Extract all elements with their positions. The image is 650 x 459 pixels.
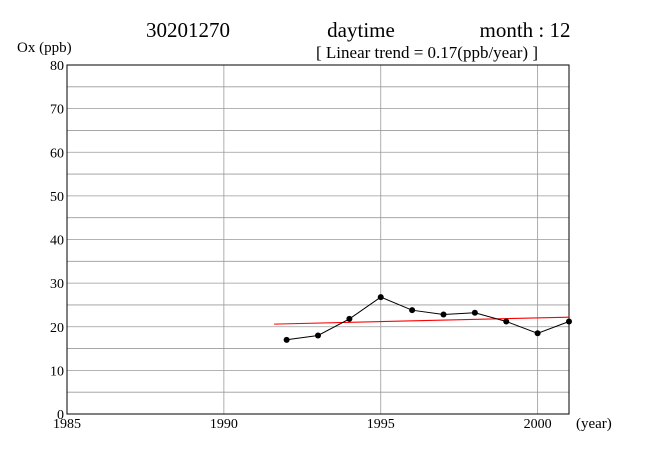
tick-labels: 0 10 20 30 40 50 60 70 80 1985 1990 1995 2000 — [50, 59, 552, 432]
x-tick-label: 1995 — [367, 417, 395, 432]
y-tick-label: 70 — [50, 103, 64, 118]
y-tick-label: 10 — [50, 364, 64, 379]
x-axis-label: (year) — [576, 416, 612, 432]
data-point — [346, 315, 353, 322]
data-point — [440, 311, 447, 318]
data-point — [534, 330, 541, 337]
y-tick-label: 40 — [50, 234, 64, 249]
month-label: month : 12 — [479, 18, 570, 42]
y-tick-label: 0 — [57, 408, 64, 423]
data-point — [566, 318, 572, 325]
y-axis-label: Ox (ppb) — [17, 40, 72, 56]
station-code: 30201270 — [146, 18, 230, 42]
y-tick-label: 80 — [50, 59, 64, 74]
trend-label: [ Linear trend = 0.17(ppb/year) ] — [316, 43, 538, 62]
data-marks — [274, 294, 572, 343]
data-point — [283, 336, 290, 343]
x-tick-label: 2000 — [524, 417, 552, 432]
data-point — [503, 318, 510, 325]
period-label: daytime — [327, 18, 395, 42]
y-tick-label: 30 — [50, 277, 64, 292]
x-tick-label: 1990 — [210, 417, 238, 432]
data-point — [377, 294, 384, 301]
data-point — [471, 309, 478, 316]
data-point — [409, 307, 416, 314]
x-tick-label: 1985 — [53, 417, 81, 432]
grid-lines — [67, 65, 569, 414]
y-tick-label: 20 — [50, 321, 64, 336]
series-line — [286, 296, 570, 341]
data-point — [315, 332, 321, 339]
trend-line — [274, 316, 570, 325]
plot-frame — [66, 64, 570, 415]
y-tick-label: 60 — [50, 146, 64, 161]
y-tick-label: 50 — [50, 190, 64, 205]
